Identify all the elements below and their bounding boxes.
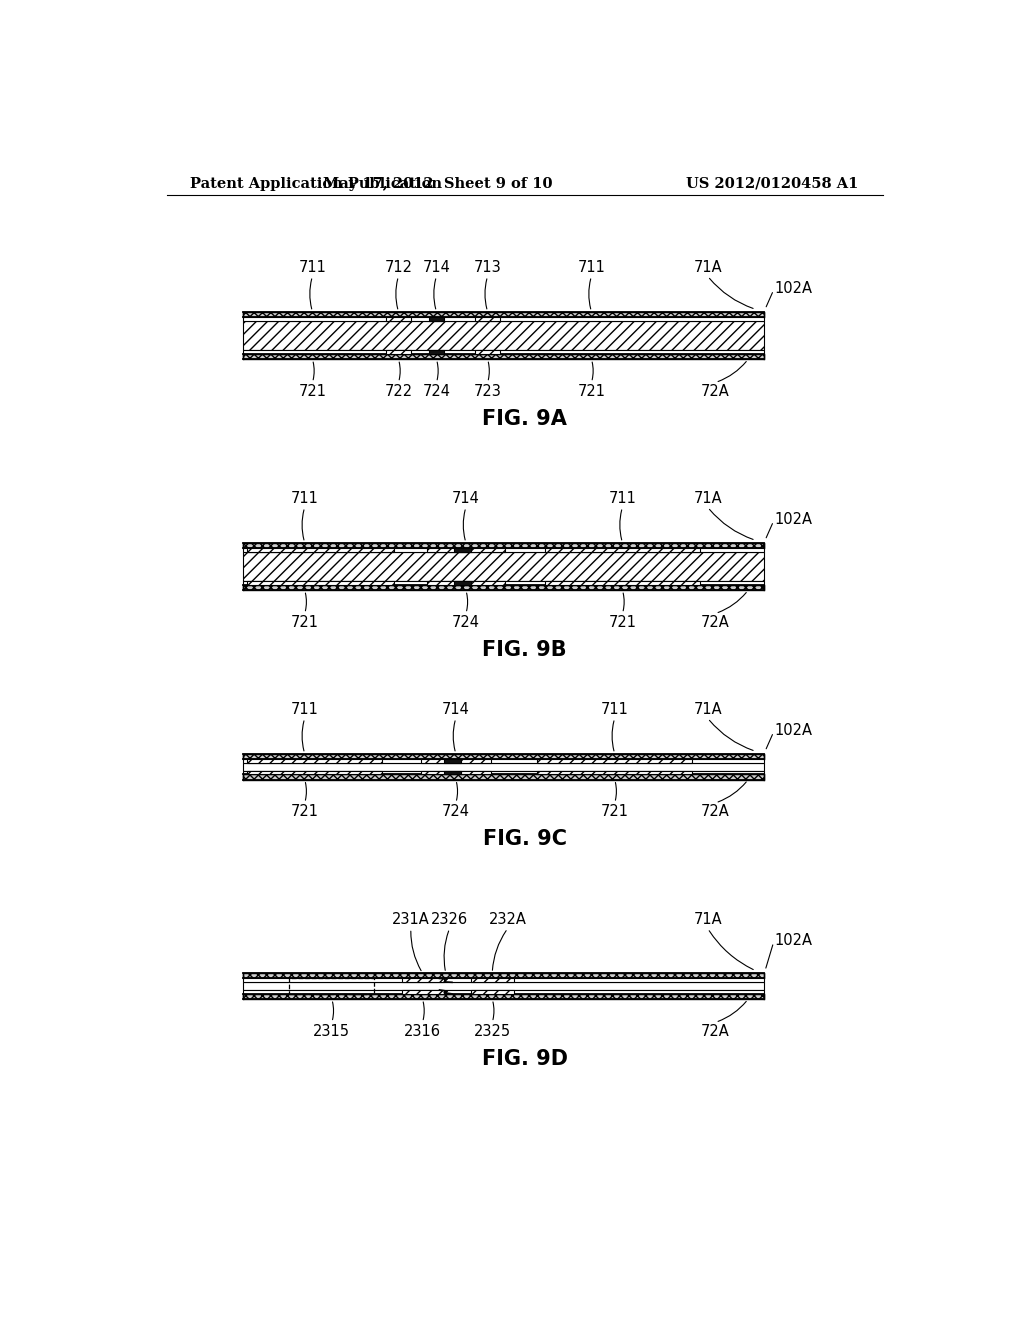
Bar xyxy=(429,350,444,354)
Text: 713: 713 xyxy=(474,260,502,275)
Bar xyxy=(247,759,382,763)
Bar xyxy=(427,548,505,552)
Bar xyxy=(243,585,764,590)
Bar xyxy=(243,552,764,581)
Bar xyxy=(243,312,764,317)
Bar xyxy=(421,771,490,775)
Bar xyxy=(429,317,444,321)
Text: 721: 721 xyxy=(298,384,327,399)
Text: 711: 711 xyxy=(291,491,318,506)
Text: 711: 711 xyxy=(608,491,636,506)
Text: 724: 724 xyxy=(452,615,480,630)
Text: 2316: 2316 xyxy=(404,1024,441,1039)
Bar xyxy=(247,771,382,775)
Text: 722: 722 xyxy=(384,384,413,399)
Text: 723: 723 xyxy=(474,384,502,399)
Text: 231A: 231A xyxy=(392,912,430,927)
Text: 724: 724 xyxy=(441,804,470,820)
Text: 71A: 71A xyxy=(693,702,722,717)
Text: 71A: 71A xyxy=(693,912,722,927)
Text: 2326: 2326 xyxy=(431,912,468,927)
Bar xyxy=(243,771,764,775)
Text: 721: 721 xyxy=(608,615,637,630)
Text: US 2012/0120458 A1: US 2012/0120458 A1 xyxy=(686,177,858,191)
Text: 724: 724 xyxy=(423,384,451,399)
Text: 102A: 102A xyxy=(774,723,812,738)
Bar xyxy=(386,317,411,321)
Bar xyxy=(538,759,692,763)
Text: 721: 721 xyxy=(578,384,605,399)
Text: 102A: 102A xyxy=(774,281,812,296)
Bar xyxy=(243,354,764,359)
Text: 711: 711 xyxy=(601,702,629,717)
Bar xyxy=(243,317,764,321)
Bar xyxy=(545,548,700,552)
Bar xyxy=(475,317,500,321)
Bar xyxy=(444,759,461,763)
Text: 232A: 232A xyxy=(488,912,526,927)
Bar xyxy=(545,581,700,585)
Bar xyxy=(455,548,471,552)
Bar xyxy=(427,581,505,585)
Bar xyxy=(243,978,764,982)
Text: FIG. 9C: FIG. 9C xyxy=(482,829,567,849)
Bar xyxy=(421,759,490,763)
Text: 102A: 102A xyxy=(774,512,812,527)
Text: Patent Application Publication: Patent Application Publication xyxy=(190,177,442,191)
Bar xyxy=(243,759,764,763)
Bar xyxy=(243,350,764,354)
Text: FIG. 9B: FIG. 9B xyxy=(482,640,567,660)
Text: 711: 711 xyxy=(291,702,318,717)
Bar xyxy=(247,581,394,585)
Text: 71A: 71A xyxy=(693,491,722,506)
Bar xyxy=(475,350,500,354)
Text: 721: 721 xyxy=(291,615,318,630)
Text: 714: 714 xyxy=(452,491,480,506)
Text: 714: 714 xyxy=(423,260,451,275)
Text: 72A: 72A xyxy=(701,804,730,820)
Text: 712: 712 xyxy=(384,260,413,275)
Text: FIG. 9D: FIG. 9D xyxy=(482,1048,567,1068)
Text: 72A: 72A xyxy=(701,615,730,630)
Text: 711: 711 xyxy=(578,260,605,275)
Bar xyxy=(444,771,461,775)
Text: 714: 714 xyxy=(442,702,470,717)
Bar xyxy=(243,775,764,780)
Text: May 17, 2012  Sheet 9 of 10: May 17, 2012 Sheet 9 of 10 xyxy=(324,177,553,191)
Text: 102A: 102A xyxy=(774,933,812,948)
Bar xyxy=(401,978,444,982)
Bar xyxy=(243,543,764,548)
Bar xyxy=(243,754,764,759)
Bar xyxy=(243,990,764,994)
Bar xyxy=(243,321,764,350)
Text: 711: 711 xyxy=(299,260,327,275)
Text: 2325: 2325 xyxy=(474,1024,511,1039)
Text: 72A: 72A xyxy=(701,1024,730,1039)
Bar xyxy=(243,763,764,771)
Text: 71A: 71A xyxy=(693,260,722,275)
Bar xyxy=(243,548,764,552)
Bar xyxy=(538,771,692,775)
Text: FIG. 9A: FIG. 9A xyxy=(482,409,567,429)
Text: 721: 721 xyxy=(291,804,318,820)
Bar xyxy=(401,990,444,994)
Text: 2315: 2315 xyxy=(313,1024,350,1039)
Bar xyxy=(471,978,514,982)
Bar xyxy=(243,994,764,999)
Bar xyxy=(243,982,764,990)
Bar xyxy=(289,978,375,994)
Bar xyxy=(471,990,514,994)
Bar xyxy=(243,581,764,585)
Text: 721: 721 xyxy=(601,804,629,820)
Bar xyxy=(243,973,764,978)
Bar xyxy=(386,350,411,354)
Bar xyxy=(247,548,394,552)
Bar xyxy=(455,581,471,585)
Text: 72A: 72A xyxy=(701,384,730,399)
